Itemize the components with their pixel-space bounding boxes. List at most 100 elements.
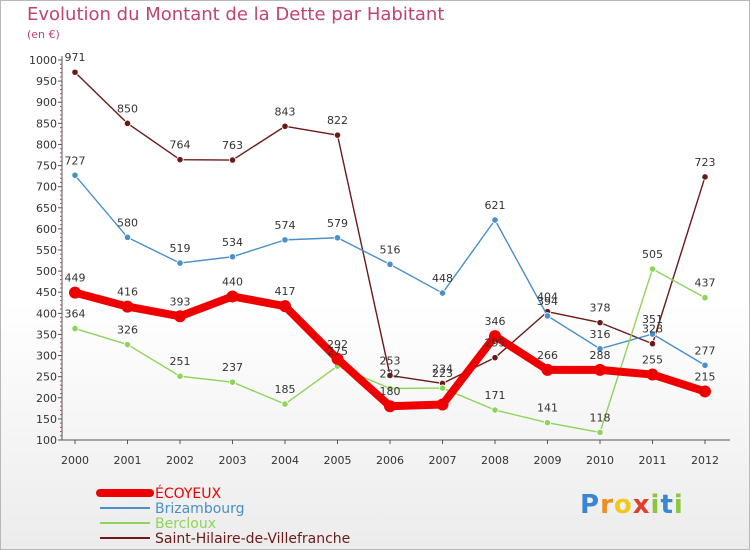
- point: [226, 290, 239, 303]
- series-line-Saint-Hilaire-de-Villefranche: [74, 71, 706, 385]
- data-label: 253: [380, 354, 401, 367]
- y-tick-label: 300: [36, 350, 57, 363]
- data-label: 223: [432, 367, 453, 380]
- point: [176, 259, 184, 267]
- data-label: 727: [65, 154, 86, 167]
- data-label: 277: [695, 344, 716, 357]
- point: [279, 300, 291, 313]
- y-tick-label: 1000: [29, 54, 57, 67]
- y-tick-label: 700: [36, 181, 57, 194]
- point: [541, 363, 554, 376]
- point: [701, 361, 709, 369]
- x-tick-label: 2012: [691, 454, 719, 467]
- x-tick-label: 2009: [534, 454, 562, 467]
- y-tick-label: 250: [36, 371, 57, 384]
- x-tick-label: 2003: [219, 454, 247, 467]
- x-tick-label: 2000: [61, 454, 89, 467]
- data-label: 534: [222, 236, 243, 249]
- x-tick-label: 2011: [639, 454, 667, 467]
- legend-entry: Bercloux: [155, 516, 216, 532]
- series-line-Brizambourg: [74, 174, 706, 366]
- point: [176, 156, 184, 164]
- data-label: 275: [327, 345, 348, 358]
- y-tick-label: 500: [36, 265, 57, 278]
- point: [384, 400, 396, 413]
- data-label: 574: [275, 219, 296, 232]
- point: [491, 354, 499, 362]
- point: [648, 265, 657, 273]
- point: [386, 371, 394, 379]
- point: [491, 216, 499, 224]
- logo-letter: t: [660, 490, 674, 520]
- y-tick-label: 100: [36, 434, 57, 447]
- point: [333, 131, 342, 139]
- y-tick-label: 800: [36, 138, 57, 151]
- data-label: 440: [222, 275, 243, 288]
- point: [69, 286, 81, 299]
- y-tick-label: 400: [36, 307, 57, 320]
- data-label: 393: [170, 295, 191, 308]
- point: [646, 368, 659, 381]
- y-tick-label: 350: [36, 328, 57, 341]
- data-label: 180: [380, 385, 401, 398]
- point: [596, 319, 604, 327]
- data-label: 764: [170, 139, 191, 152]
- proxiti-logo: Proxiti: [580, 490, 684, 520]
- data-label: 292: [327, 338, 348, 351]
- data-label: 328: [642, 323, 663, 336]
- chart-subtitle: (en €): [27, 28, 60, 41]
- point: [281, 400, 289, 408]
- x-tick-label: 2004: [271, 454, 299, 467]
- data-label: 843: [275, 105, 296, 118]
- point: [331, 352, 344, 365]
- data-label: 417: [275, 285, 296, 298]
- point: [594, 363, 606, 376]
- point: [648, 340, 657, 348]
- data-label: 971: [65, 51, 86, 64]
- point: [281, 122, 289, 130]
- logo-letter: i: [650, 490, 661, 520]
- chart-title: Evolution du Montant de la Dette par Hab…: [27, 4, 445, 25]
- y-tick-label: 750: [36, 160, 57, 173]
- y-tick-label: 200: [36, 392, 57, 405]
- data-label: 237: [222, 361, 243, 374]
- data-label: 822: [327, 114, 348, 127]
- data-label: 185: [275, 383, 296, 396]
- point: [596, 428, 604, 436]
- legend-entry: ÉCOYEUX: [155, 485, 222, 502]
- legend-entry: Brizambourg: [155, 501, 245, 517]
- point: [699, 385, 711, 398]
- data-label: 519: [170, 242, 191, 255]
- data-label: 351: [642, 313, 663, 326]
- x-tick-label: 2002: [166, 454, 194, 467]
- data-label: 222: [380, 367, 401, 380]
- data-label: 171: [485, 389, 506, 402]
- point: [176, 372, 184, 380]
- point: [71, 171, 79, 179]
- data-label: 255: [642, 354, 663, 367]
- data-label: 437: [695, 277, 716, 290]
- data-label: 516: [380, 243, 401, 256]
- data-label: 763: [222, 139, 243, 152]
- data-label: 295: [485, 337, 506, 350]
- data-label: 449: [65, 272, 86, 285]
- data-label: 448: [432, 272, 453, 285]
- data-label: 404: [537, 291, 558, 304]
- y-tick-label: 900: [36, 96, 57, 109]
- point: [543, 312, 552, 320]
- data-label: 141: [537, 402, 558, 415]
- point: [491, 406, 499, 414]
- point: [386, 384, 394, 393]
- point: [121, 300, 134, 313]
- point: [436, 398, 449, 411]
- x-tick-label: 2007: [429, 454, 457, 467]
- point: [333, 234, 342, 242]
- point: [701, 294, 709, 302]
- data-label: 234: [432, 362, 453, 375]
- data-label: 118: [590, 411, 611, 424]
- data-label: 723: [695, 156, 716, 169]
- point: [438, 289, 447, 297]
- y-tick-label: 650: [36, 202, 57, 215]
- point: [123, 233, 132, 241]
